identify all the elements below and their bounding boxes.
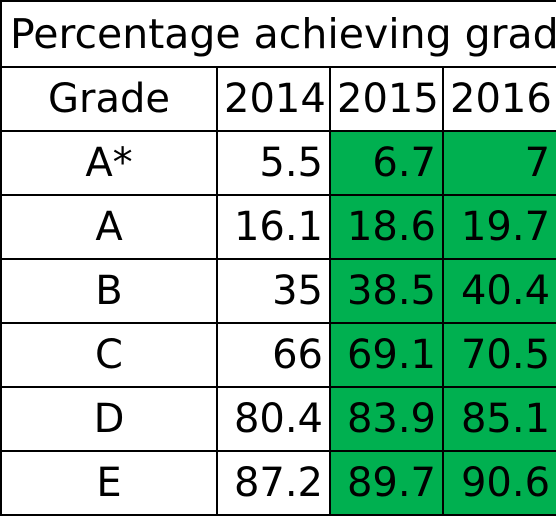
table-title: Percentage achieving grade	[0, 0, 556, 68]
value-cell-2016: 90.6	[441, 450, 556, 516]
value-cell-2015: 6.7	[329, 130, 444, 196]
grade-cell: A*	[0, 130, 218, 196]
column-header-2016: 2016	[441, 66, 556, 132]
column-header-grade: Grade	[0, 66, 218, 132]
table-row: B 35 38.5 40.4	[0, 258, 556, 324]
value-cell-2015: 18.6	[329, 194, 444, 260]
column-header-2015: 2015	[329, 66, 444, 132]
grade-cell: A	[0, 194, 218, 260]
table-row: E 87.2 89.7 90.6	[0, 450, 556, 516]
table-row: D 80.4 83.9 85.1	[0, 386, 556, 452]
table-row: C 66 69.1 70.5	[0, 322, 556, 388]
header-row: Grade 2014 2015 2016	[0, 66, 556, 132]
value-cell-2014: 80.4	[216, 386, 331, 452]
value-cell-2016: 19.7	[441, 194, 556, 260]
grade-cell: B	[0, 258, 218, 324]
value-cell-2015: 83.9	[329, 386, 444, 452]
value-cell-2015: 38.5	[329, 258, 444, 324]
grade-cell: D	[0, 386, 218, 452]
value-cell-2015: 89.7	[329, 450, 444, 516]
value-cell-2014: 87.2	[216, 450, 331, 516]
value-cell-2016: 40.4	[441, 258, 556, 324]
value-cell-2014: 66	[216, 322, 331, 388]
value-cell-2016: 85.1	[441, 386, 556, 452]
column-header-2014: 2014	[216, 66, 331, 132]
value-cell-2016: 7	[441, 130, 556, 196]
table-row: A 16.1 18.6 19.7	[0, 194, 556, 260]
value-cell-2014: 35	[216, 258, 331, 324]
table-row: A* 5.5 6.7 7	[0, 130, 556, 196]
grade-cell: E	[0, 450, 218, 516]
value-cell-2015: 69.1	[329, 322, 444, 388]
value-cell-2014: 5.5	[216, 130, 331, 196]
grade-cell: C	[0, 322, 218, 388]
value-cell-2016: 70.5	[441, 322, 556, 388]
value-cell-2014: 16.1	[216, 194, 331, 260]
title-row: Percentage achieving grade	[0, 0, 556, 68]
